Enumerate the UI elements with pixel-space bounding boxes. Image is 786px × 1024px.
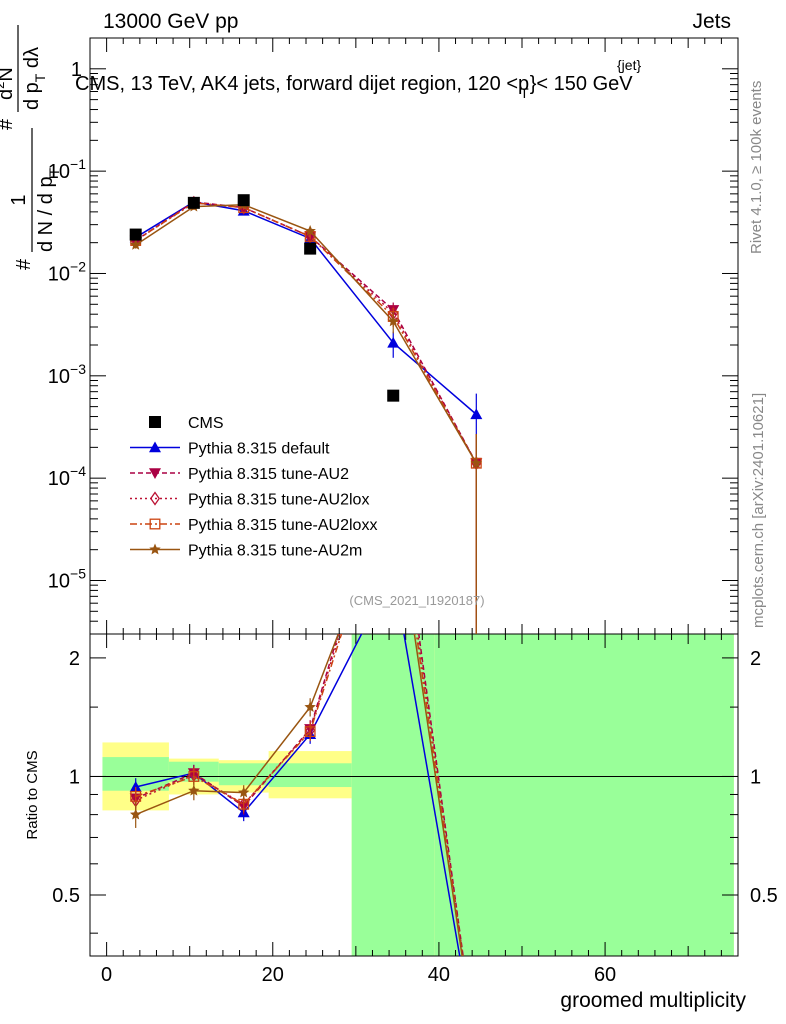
ratio-line [135,634,464,956]
cms-data-point [187,196,200,209]
ratio-ytick-label: 2 [69,648,80,670]
main-ytick-label: 10−3 [48,361,86,388]
ratio-line [135,634,463,956]
ratio-ytick-label: 0.5 [52,885,80,907]
series-line [135,202,477,464]
series-cms [129,194,400,402]
ratio-point [129,781,142,792]
plot-title-sub: T [520,85,529,101]
x-axis-label: groomed multiplicity [560,989,746,1012]
ratio-series-pythia-8-315-tune-au2m [129,634,463,956]
side-label-rivet: Rivet 4.1.0, ≥ 100k events [748,81,765,254]
band-stat [268,763,352,788]
main-y-label: # 1 d N / d pT # d2N d pT dλ [0,25,62,270]
ratio-point [304,726,316,738]
legend-item: Pythia 8.315 default [130,441,330,458]
legend-marker [149,441,161,453]
ratio-ytick-label-right: 0.5 [750,885,778,907]
legend-item: CMS [149,415,224,432]
legend-label: Pythia 8.315 tune-AU2m [188,543,362,560]
legend-label: CMS [188,415,224,432]
ratio-axes: 0.5 0.51 12 20 20 40 60 [52,634,778,986]
band-stat [351,634,435,956]
legend-item: Pythia 8.315 tune-AU2lox [130,491,369,509]
main-ytick-label: 10−1 [48,156,86,183]
ylabel-num-1: 1 [8,194,30,205]
data-point [470,457,483,469]
main-ytick-label: 10−2 [48,258,86,285]
legend-marker [149,468,161,479]
ratio-xtick-label: 60 [594,964,616,986]
ratio-point [129,808,142,820]
legend: CMS Pythia 8.315 default Pythia 8.315 tune… [130,415,377,560]
ylabel-den-2: d pT dλ [21,47,48,110]
legend-label: Pythia 8.315 tune-AU2 [188,466,349,483]
ratio-y-label: Ratio to CMS [24,750,41,839]
legend-label: Pythia 8.315 tune-AU2lox [188,492,369,509]
series-pythia-8-315-tune-au2m [129,198,483,581]
legend-item: Pythia 8.315 tune-AU2m [130,543,362,560]
ratio-ytick-label-right: 2 [750,648,761,670]
ratio-line [135,634,464,956]
series-line [135,203,477,464]
legend-item: Pythia 8.315 tune-AU2loxx [130,517,377,534]
ratio-xtick-label: 20 [262,964,284,986]
data-point [387,315,399,327]
legend-marker [150,491,160,506]
ratio-xtick-label: 0 [101,964,112,986]
ratio-point [188,784,200,796]
side-label-mcplots: mcplots.cern.ch [arXiv:2401.10621] [750,393,767,628]
data-point [304,225,316,236]
cms-data-point [237,194,250,207]
ratio-point [130,790,142,802]
cms-data-point [387,389,400,402]
ylabel-hash-2: # [0,118,17,130]
legend-marker [149,416,161,428]
main-ytick-label: 10−4 [48,463,86,490]
legend-item: Pythia 8.315 tune-AU2 [130,466,349,483]
cms-data-point [304,242,317,255]
legend-marker [149,543,161,555]
plot-title-end: }< 150 GeV [530,73,634,95]
legend-marker [149,518,161,530]
plot-title-main: CMS, 13 TeV, AK4 jets, forward dijet reg… [75,73,529,95]
plot-title: CMS, 13 TeV, AK4 jets, forward dijet reg… [75,73,633,101]
ratio-xtick-label: 40 [428,964,450,986]
ylabel-hash-1: # [13,258,35,270]
data-point [470,408,483,420]
header-right: Jets [692,10,731,33]
data-point [387,336,400,348]
ratio-point [237,786,250,798]
ratio-uncertainty-bands [102,634,734,956]
main-ytick-label: 10−5 [48,565,86,592]
data-point [129,238,142,250]
cms-data-point [129,228,142,241]
ylabel-den-1: d N / d pT [35,167,62,252]
legend-label: Pythia 8.315 default [188,441,330,458]
ratio-point [304,701,316,712]
analysis-label: (CMS_2021_I1920187) [349,593,484,608]
header-left: 13000 GeV pp [103,10,238,33]
legend-label: Pythia 8.315 tune-AU2loxx [188,517,377,534]
band-stat [218,763,269,786]
ratio-ytick-label-right: 1 [750,766,761,788]
main-series-layer [129,194,483,634]
band-stat [434,634,734,956]
ratio-ytick-label: 1 [69,766,80,788]
ratio-line [135,634,461,956]
main-ytick-label: 1 [71,59,82,81]
ylabel-num-2: d2N [0,67,17,100]
ratio-point [188,771,200,782]
plot-title-sup: {jet} [617,57,641,73]
main-axes: 1 10−1 10−2 10−3 10−4 10−5 [48,37,738,635]
ratio-series-layer [129,634,464,956]
